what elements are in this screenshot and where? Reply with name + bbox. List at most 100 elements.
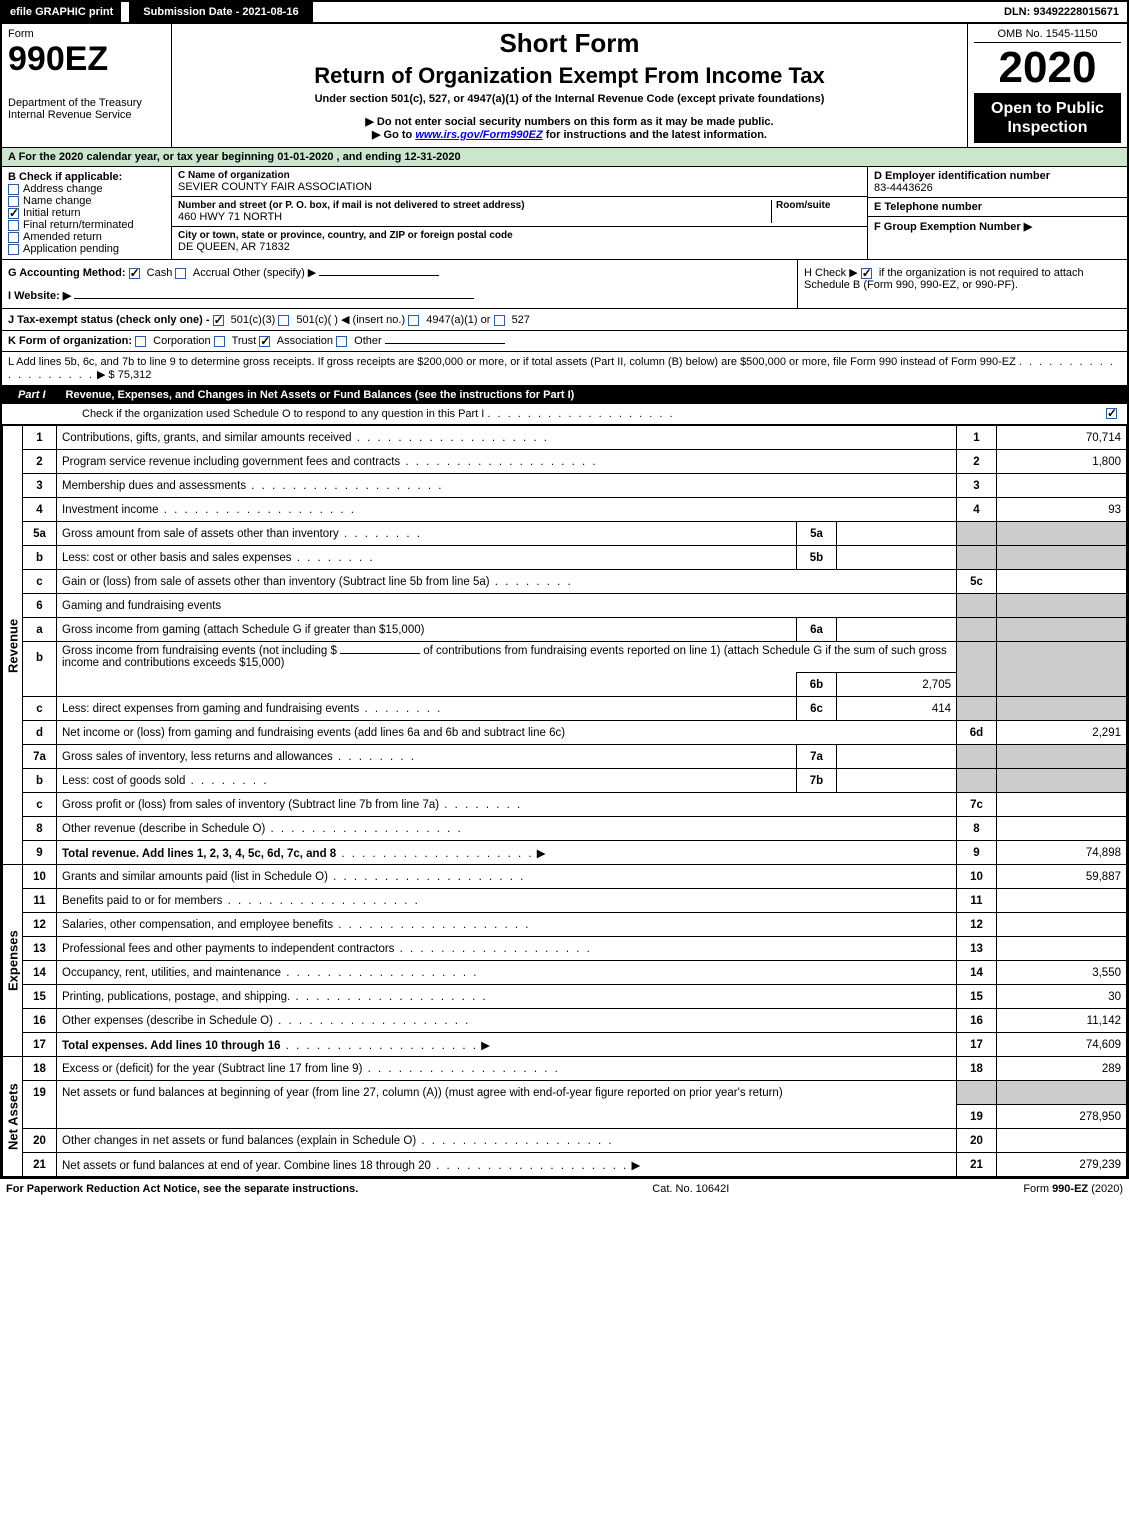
chk-cash[interactable] xyxy=(129,268,140,279)
dots-icon xyxy=(222,895,419,907)
dots-icon xyxy=(333,919,530,931)
dots-icon xyxy=(487,408,674,420)
dots-icon xyxy=(246,480,443,492)
ln: 13 xyxy=(23,937,57,961)
header-center: Short Form Return of Organization Exempt… xyxy=(172,24,967,147)
grey xyxy=(957,594,997,618)
f-label: F Group Exemption Number ▶ xyxy=(874,220,1121,233)
efile-print-button[interactable]: efile GRAPHIC print xyxy=(2,2,121,22)
l-amount-label: ▶ $ xyxy=(97,369,118,381)
box-c-city: City or town, state or province, country… xyxy=(172,227,867,256)
chk-527[interactable] xyxy=(494,315,505,326)
line-18: Net Assets 18 Excess or (deficit) for th… xyxy=(3,1057,1127,1081)
l-amount: 75,312 xyxy=(118,369,152,381)
part1-check-text: Check if the organization used Schedule … xyxy=(82,408,484,420)
rn: 5c xyxy=(957,570,997,594)
rn: 10 xyxy=(957,865,997,889)
line-7c: c Gross profit or (loss) from sales of i… xyxy=(3,793,1127,817)
j-o3: 4947(a)(1) or xyxy=(426,314,490,326)
rv xyxy=(997,1129,1127,1153)
ld: Gross profit or (loss) from sales of inv… xyxy=(62,799,439,811)
footer-center: Cat. No. 10642I xyxy=(652,1183,729,1195)
ln: b xyxy=(23,546,57,570)
dots-icon xyxy=(333,751,416,763)
ln: 3 xyxy=(23,474,57,498)
sub3-post: for instructions and the latest informat… xyxy=(543,129,767,141)
dots-icon xyxy=(431,1160,628,1172)
chk-corp[interactable] xyxy=(135,336,146,347)
6b-amount-input[interactable] xyxy=(340,653,420,654)
e-label: E Telephone number xyxy=(874,201,1121,213)
irs-link[interactable]: www.irs.gov/Form990EZ xyxy=(415,129,542,141)
k-label: K Form of organization: xyxy=(8,335,132,347)
dots-icon xyxy=(400,456,597,468)
ld: Other expenses (describe in Schedule O) xyxy=(62,1015,273,1027)
chk-final-return[interactable]: Final return/terminated xyxy=(8,219,165,231)
subtitle-1: Under section 501(c), 527, or 4947(a)(1)… xyxy=(178,93,961,105)
g-other-input[interactable] xyxy=(319,275,439,276)
box-g: G Accounting Method: Cash Accrual Other … xyxy=(2,260,797,308)
ln: a xyxy=(23,618,57,642)
grey xyxy=(957,769,997,793)
chk-application-pending[interactable]: Application pending xyxy=(8,243,165,255)
section-bcd: B Check if applicable: Address change Na… xyxy=(2,167,1127,260)
chk-label-pending: Application pending xyxy=(23,243,119,255)
ld: Net assets or fund balances at beginning… xyxy=(57,1081,957,1105)
chk-initial-return[interactable]: Initial return xyxy=(8,207,165,219)
ld: Less: direct expenses from gaming and fu… xyxy=(62,703,359,715)
rn: 1 xyxy=(957,426,997,450)
k-other-input[interactable] xyxy=(385,343,505,344)
rn: 13 xyxy=(957,937,997,961)
rn: 21 xyxy=(957,1153,997,1177)
chk-other-org[interactable] xyxy=(336,336,347,347)
rn: 19 xyxy=(957,1105,997,1129)
omb-number: OMB No. 1545-1150 xyxy=(974,28,1121,43)
ld: Gross sales of inventory, less returns a… xyxy=(62,751,333,763)
chk-address-change[interactable]: Address change xyxy=(8,183,165,195)
k-assoc: Association xyxy=(277,335,333,347)
grey xyxy=(997,745,1127,769)
ln: c xyxy=(23,570,57,594)
rv: 70,714 xyxy=(997,426,1127,450)
dots-icon xyxy=(394,943,591,955)
chk-trust[interactable] xyxy=(214,336,225,347)
part-1-title: Revenue, Expenses, and Changes in Net As… xyxy=(66,389,575,401)
ln: 17 xyxy=(23,1033,57,1057)
section-a-tax-year: A For the 2020 calendar year, or tax yea… xyxy=(2,148,1127,167)
website-input[interactable] xyxy=(74,298,474,299)
grey xyxy=(957,673,997,697)
ln: 16 xyxy=(23,1009,57,1033)
ld: Less: cost of goods sold xyxy=(62,775,185,787)
line-5c: c Gain or (loss) from sale of assets oth… xyxy=(3,570,1127,594)
dots-icon xyxy=(352,432,549,444)
chk-schedule-o[interactable] xyxy=(1106,408,1117,419)
dots-icon xyxy=(185,775,268,787)
j-o1: 501(c)(3) xyxy=(231,314,276,326)
lines-table: Revenue 1 Contributions, gifts, grants, … xyxy=(2,425,1127,1177)
line-6d: d Net income or (loss) from gaming and f… xyxy=(3,721,1127,745)
rn: 14 xyxy=(957,961,997,985)
box-h: H Check ▶ if the organization is not req… xyxy=(797,260,1127,308)
grey xyxy=(997,522,1127,546)
chk-amended-return[interactable]: Amended return xyxy=(8,231,165,243)
grey xyxy=(997,1081,1127,1105)
chk-name-change[interactable]: Name change xyxy=(8,195,165,207)
ln: 6 xyxy=(23,594,57,618)
chk-label-initial: Initial return xyxy=(23,207,80,219)
chk-schedule-b[interactable] xyxy=(861,268,872,279)
rv: 3,550 xyxy=(997,961,1127,985)
c-city-label: City or town, state or province, country… xyxy=(178,230,861,241)
c-room-label: Room/suite xyxy=(771,200,861,223)
chk-4947[interactable] xyxy=(408,315,419,326)
ln: 19 xyxy=(23,1081,57,1105)
rv: 1,800 xyxy=(997,450,1127,474)
grey xyxy=(957,522,997,546)
d-label: D Employer identification number xyxy=(874,170,1121,182)
chk-assoc[interactable] xyxy=(259,336,270,347)
chk-501c3[interactable] xyxy=(213,315,224,326)
chk-501c[interactable] xyxy=(278,315,289,326)
ld: Professional fees and other payments to … xyxy=(62,943,394,955)
j-o4: 527 xyxy=(512,314,530,326)
chk-accrual[interactable] xyxy=(175,268,186,279)
rv: 74,609 xyxy=(997,1033,1127,1057)
